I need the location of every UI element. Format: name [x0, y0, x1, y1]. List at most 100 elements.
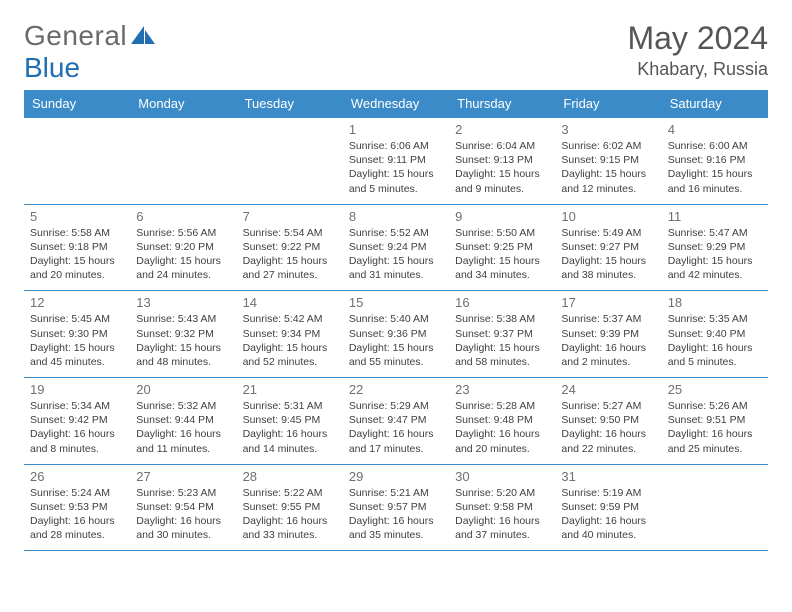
month-title: May 2024: [627, 20, 768, 57]
day-info: Sunrise: 6:04 AMSunset: 9:13 PMDaylight:…: [455, 139, 549, 196]
calendar-day-cell: [237, 118, 343, 205]
calendar-table: Sunday Monday Tuesday Wednesday Thursday…: [24, 90, 768, 551]
calendar-day-cell: 14 Sunrise: 5:42 AMSunset: 9:34 PMDayligh…: [237, 291, 343, 378]
weekday-header: Thursday: [449, 90, 555, 118]
weekday-header: Sunday: [24, 90, 130, 118]
day-number: 14: [243, 295, 337, 310]
brand-name: General: [24, 20, 127, 52]
day-number: 10: [561, 209, 655, 224]
day-number: 13: [136, 295, 230, 310]
day-info: Sunrise: 5:19 AMSunset: 9:59 PMDaylight:…: [561, 486, 655, 543]
calendar-day-cell: 12 Sunrise: 5:45 AMSunset: 9:30 PMDayligh…: [24, 291, 130, 378]
brand-logo: General: [24, 20, 161, 52]
weekday-header: Monday: [130, 90, 236, 118]
day-info: Sunrise: 5:26 AMSunset: 9:51 PMDaylight:…: [668, 399, 762, 456]
day-info: Sunrise: 5:24 AMSunset: 9:53 PMDaylight:…: [30, 486, 124, 543]
weekday-header-row: Sunday Monday Tuesday Wednesday Thursday…: [24, 90, 768, 118]
calendar-day-cell: 21 Sunrise: 5:31 AMSunset: 9:45 PMDayligh…: [237, 378, 343, 465]
day-info: Sunrise: 6:00 AMSunset: 9:16 PMDaylight:…: [668, 139, 762, 196]
day-info: Sunrise: 5:47 AMSunset: 9:29 PMDaylight:…: [668, 226, 762, 283]
calendar-day-cell: 8 Sunrise: 5:52 AMSunset: 9:24 PMDaylight…: [343, 204, 449, 291]
day-number: 11: [668, 209, 762, 224]
calendar-day-cell: 4 Sunrise: 6:00 AMSunset: 9:16 PMDaylight…: [662, 118, 768, 205]
calendar-day-cell: 18 Sunrise: 5:35 AMSunset: 9:40 PMDayligh…: [662, 291, 768, 378]
day-number: 26: [30, 469, 124, 484]
brand-sail-icon: [131, 26, 157, 46]
day-info: Sunrise: 6:06 AMSunset: 9:11 PMDaylight:…: [349, 139, 443, 196]
day-info: Sunrise: 5:22 AMSunset: 9:55 PMDaylight:…: [243, 486, 337, 543]
calendar-day-cell: 3 Sunrise: 6:02 AMSunset: 9:15 PMDaylight…: [555, 118, 661, 205]
day-number: 6: [136, 209, 230, 224]
calendar-day-cell: 26 Sunrise: 5:24 AMSunset: 9:53 PMDayligh…: [24, 464, 130, 551]
day-info: Sunrise: 5:37 AMSunset: 9:39 PMDaylight:…: [561, 312, 655, 369]
calendar-day-cell: [130, 118, 236, 205]
calendar-week-row: 19 Sunrise: 5:34 AMSunset: 9:42 PMDayligh…: [24, 378, 768, 465]
calendar-day-cell: 15 Sunrise: 5:40 AMSunset: 9:36 PMDayligh…: [343, 291, 449, 378]
day-info: Sunrise: 5:20 AMSunset: 9:58 PMDaylight:…: [455, 486, 549, 543]
day-number: 19: [30, 382, 124, 397]
day-info: Sunrise: 5:42 AMSunset: 9:34 PMDaylight:…: [243, 312, 337, 369]
day-info: Sunrise: 5:52 AMSunset: 9:24 PMDaylight:…: [349, 226, 443, 283]
day-number: 21: [243, 382, 337, 397]
day-info: Sunrise: 5:40 AMSunset: 9:36 PMDaylight:…: [349, 312, 443, 369]
calendar-day-cell: 27Sunrise: 5:23 AMSunset: 9:54 PMDayligh…: [130, 464, 236, 551]
day-number: 22: [349, 382, 443, 397]
day-number: 25: [668, 382, 762, 397]
day-info: Sunrise: 5:34 AMSunset: 9:42 PMDaylight:…: [30, 399, 124, 456]
day-number: 31: [561, 469, 655, 484]
day-number: 5: [30, 209, 124, 224]
day-info: Sunrise: 5:49 AMSunset: 9:27 PMDaylight:…: [561, 226, 655, 283]
day-number: 15: [349, 295, 443, 310]
calendar-day-cell: 9Sunrise: 5:50 AMSunset: 9:25 PMDaylight…: [449, 204, 555, 291]
day-number: 3: [561, 122, 655, 137]
day-info: Sunrise: 5:38 AMSunset: 9:37 PMDaylight:…: [455, 312, 549, 369]
calendar-day-cell: 2 Sunrise: 6:04 AMSunset: 9:13 PMDaylight…: [449, 118, 555, 205]
day-info: Sunrise: 5:32 AMSunset: 9:44 PMDaylight:…: [136, 399, 230, 456]
brand-accent: Blue: [24, 52, 80, 84]
day-number: 12: [30, 295, 124, 310]
day-info: Sunrise: 5:45 AMSunset: 9:30 PMDaylight:…: [30, 312, 124, 369]
calendar-day-cell: 20 Sunrise: 5:32 AMSunset: 9:44 PMDayligh…: [130, 378, 236, 465]
calendar-day-cell: 7Sunrise: 5:54 AMSunset: 9:22 PMDaylight…: [237, 204, 343, 291]
calendar-day-cell: 29Sunrise: 5:21 AMSunset: 9:57 PMDayligh…: [343, 464, 449, 551]
day-info: Sunrise: 5:35 AMSunset: 9:40 PMDaylight:…: [668, 312, 762, 369]
day-number: 2: [455, 122, 549, 137]
day-number: 16: [455, 295, 549, 310]
day-number: 20: [136, 382, 230, 397]
calendar-day-cell: 10 Sunrise: 5:49 AMSunset: 9:27 PMDayligh…: [555, 204, 661, 291]
calendar-day-cell: [662, 464, 768, 551]
day-number: 18: [668, 295, 762, 310]
day-number: 24: [561, 382, 655, 397]
calendar-day-cell: 30Sunrise: 5:20 AMSunset: 9:58 PMDayligh…: [449, 464, 555, 551]
weekday-header: Wednesday: [343, 90, 449, 118]
calendar-week-row: 5Sunrise: 5:58 AMSunset: 9:18 PMDaylight…: [24, 204, 768, 291]
calendar-day-cell: 1 Sunrise: 6:06 AMSunset: 9:11 PMDaylight…: [343, 118, 449, 205]
day-info: Sunrise: 6:02 AMSunset: 9:15 PMDaylight:…: [561, 139, 655, 196]
day-info: Sunrise: 5:56 AMSunset: 9:20 PMDaylight:…: [136, 226, 230, 283]
calendar-day-cell: 11 Sunrise: 5:47 AMSunset: 9:29 PMDayligh…: [662, 204, 768, 291]
calendar-day-cell: 6 Sunrise: 5:56 AMSunset: 9:20 PMDaylight…: [130, 204, 236, 291]
day-info: Sunrise: 5:31 AMSunset: 9:45 PMDaylight:…: [243, 399, 337, 456]
day-number: 1: [349, 122, 443, 137]
calendar-day-cell: 23Sunrise: 5:28 AMSunset: 9:48 PMDayligh…: [449, 378, 555, 465]
weekday-header: Friday: [555, 90, 661, 118]
calendar-day-cell: 5Sunrise: 5:58 AMSunset: 9:18 PMDaylight…: [24, 204, 130, 291]
calendar-day-cell: 25 Sunrise: 5:26 AMSunset: 9:51 PMDayligh…: [662, 378, 768, 465]
title-block: May 2024 Khabary, Russia: [627, 20, 768, 80]
calendar-day-cell: [24, 118, 130, 205]
day-number: 9: [455, 209, 549, 224]
weekday-header: Tuesday: [237, 90, 343, 118]
weekday-header: Saturday: [662, 90, 768, 118]
calendar-day-cell: 13Sunrise: 5:43 AMSunset: 9:32 PMDayligh…: [130, 291, 236, 378]
day-info: Sunrise: 5:21 AMSunset: 9:57 PMDaylight:…: [349, 486, 443, 543]
calendar-day-cell: 17Sunrise: 5:37 AMSunset: 9:39 PMDayligh…: [555, 291, 661, 378]
day-info: Sunrise: 5:29 AMSunset: 9:47 PMDaylight:…: [349, 399, 443, 456]
calendar-week-row: 26 Sunrise: 5:24 AMSunset: 9:53 PMDayligh…: [24, 464, 768, 551]
day-info: Sunrise: 5:23 AMSunset: 9:54 PMDaylight:…: [136, 486, 230, 543]
day-number: 8: [349, 209, 443, 224]
day-number: 23: [455, 382, 549, 397]
calendar-day-cell: 22 Sunrise: 5:29 AMSunset: 9:47 PMDayligh…: [343, 378, 449, 465]
day-number: 7: [243, 209, 337, 224]
calendar-day-cell: 31 Sunrise: 5:19 AMSunset: 9:59 PMDayligh…: [555, 464, 661, 551]
day-number: 4: [668, 122, 762, 137]
